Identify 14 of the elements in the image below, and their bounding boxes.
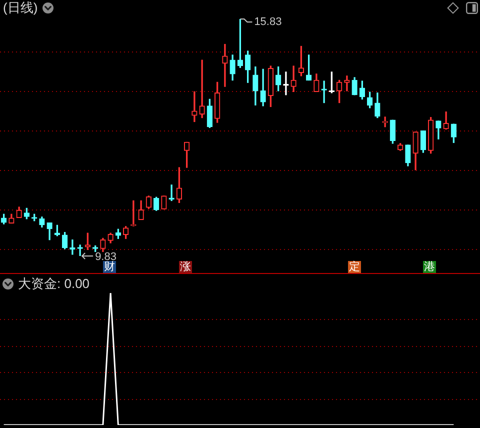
- candlestick: [77, 244, 83, 256]
- text: 15.83: [254, 16, 282, 28]
- chart-title: (日线): [3, 0, 38, 15]
- candlestick: [70, 239, 76, 255]
- text: 涨: [179, 261, 192, 273]
- candlestick: [222, 44, 228, 87]
- candlestick: [199, 60, 205, 118]
- text: 港: [423, 261, 436, 273]
- chart-title: 大资金: 0.00: [18, 276, 90, 291]
- candlestick: [344, 76, 350, 92]
- text: 定: [348, 261, 361, 273]
- text: 财: [103, 261, 116, 273]
- candlestick: [382, 116, 388, 128]
- candlestick: [192, 91, 198, 122]
